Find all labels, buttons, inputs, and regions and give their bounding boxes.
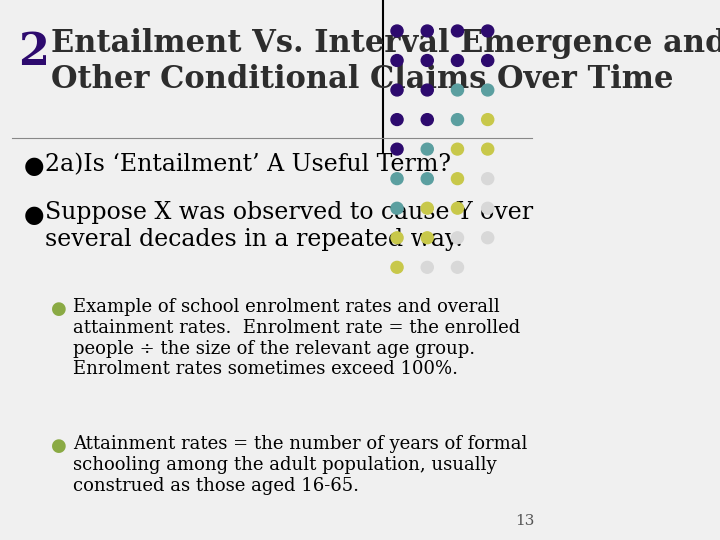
Circle shape [421,84,433,96]
Text: Example of school enrolment rates and overall
attainment rates.  Enrolment rate : Example of school enrolment rates and ov… [73,298,520,379]
Circle shape [451,25,464,37]
Circle shape [482,25,494,37]
Circle shape [482,202,494,214]
Circle shape [451,143,464,155]
Circle shape [421,232,433,244]
Circle shape [421,261,433,273]
Text: ●: ● [51,436,66,455]
Text: 13: 13 [515,514,534,528]
Circle shape [482,173,494,185]
Circle shape [482,84,494,96]
Circle shape [482,113,494,125]
Text: ●: ● [51,300,66,318]
Circle shape [391,55,403,66]
Circle shape [451,55,464,66]
Text: 2: 2 [18,31,49,74]
Text: ●: ● [23,203,44,227]
Circle shape [421,113,433,125]
Circle shape [451,232,464,244]
Circle shape [451,84,464,96]
Text: ●: ● [23,154,44,179]
Circle shape [451,113,464,125]
Circle shape [421,55,433,66]
Circle shape [391,232,403,244]
Circle shape [391,25,403,37]
Circle shape [421,173,433,185]
Text: Suppose X was observed to cause Y over
several decades in a repeated way.: Suppose X was observed to cause Y over s… [45,201,534,251]
Text: Entailment Vs. Interval Emergence and
Other Conditional Claims Over Time: Entailment Vs. Interval Emergence and Ot… [51,28,720,95]
Circle shape [391,261,403,273]
Circle shape [451,173,464,185]
Circle shape [421,202,433,214]
Circle shape [391,84,403,96]
Circle shape [421,143,433,155]
Circle shape [421,25,433,37]
Circle shape [391,173,403,185]
Text: 2a)Is ‘Entailment’ A Useful Term?: 2a)Is ‘Entailment’ A Useful Term? [45,153,451,176]
Circle shape [482,55,494,66]
Circle shape [451,202,464,214]
Text: Attainment rates = the number of years of formal
schooling among the adult popul: Attainment rates = the number of years o… [73,435,527,495]
Circle shape [391,113,403,125]
Circle shape [391,202,403,214]
Circle shape [482,143,494,155]
Circle shape [482,232,494,244]
Circle shape [391,143,403,155]
Circle shape [451,261,464,273]
